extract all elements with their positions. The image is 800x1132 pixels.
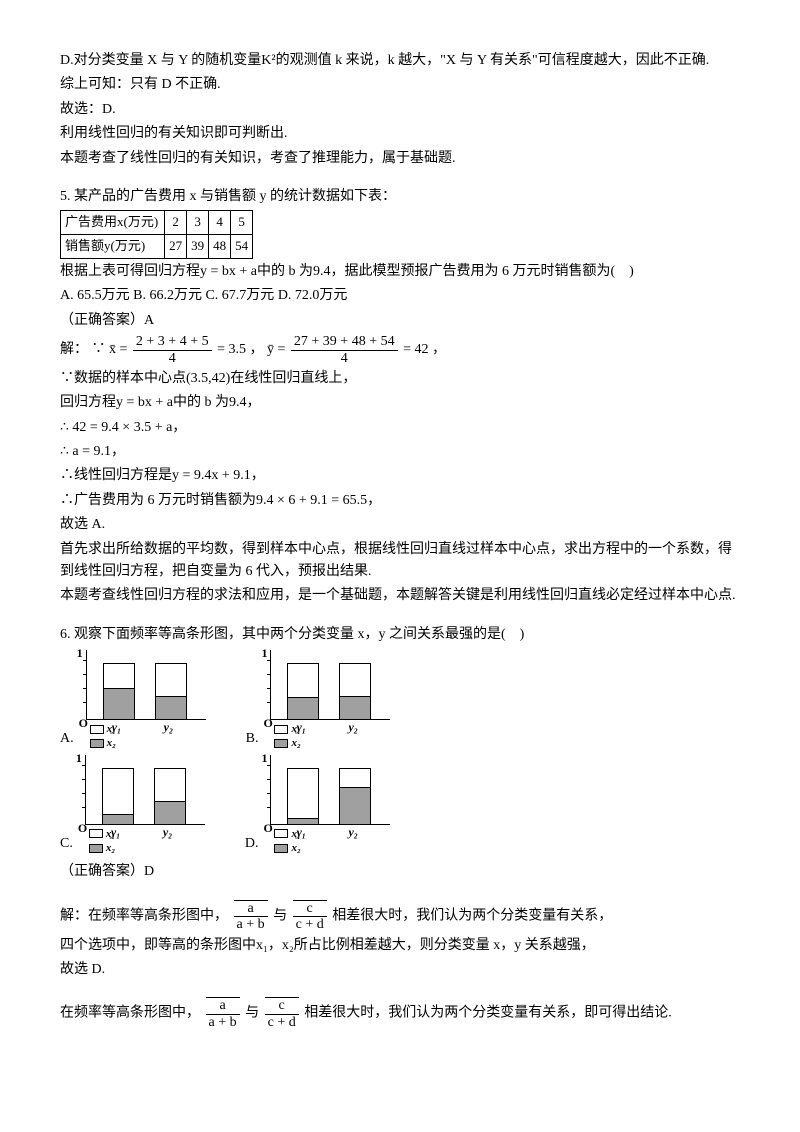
table-cell: 5 bbox=[231, 211, 253, 235]
and-text: 与 bbox=[245, 1006, 259, 1021]
frac-ab-2: a a + b bbox=[206, 997, 240, 1030]
q5-options: A. 65.5万元 B. 66.2万元 C. 67.7万元 D. 72.0万元 bbox=[60, 285, 740, 307]
and-text: 与 bbox=[273, 908, 287, 923]
q5-sol-4: ∴ 42 = 9.4 × 3.5 + a， bbox=[60, 417, 740, 439]
q6-charts-row1: A. 1Oy₁y₂x₁x₂ B. 1Oy₁y₂x₁x₂ bbox=[60, 650, 740, 751]
comma: ， bbox=[250, 342, 264, 357]
ybar-label: ȳ = bbox=[267, 342, 285, 357]
q5-sol-5: ∴ a = 9.1， bbox=[60, 441, 740, 463]
frac-num: c bbox=[293, 901, 327, 917]
q4-summary-1: 综上可知：只有 D 不正确. bbox=[60, 74, 740, 96]
q6-answer-label: （正确答案）D bbox=[60, 861, 740, 883]
table-cell: 2 bbox=[165, 211, 187, 235]
q4-answer: 故选：D. bbox=[60, 99, 740, 121]
frac-den: 4 bbox=[291, 351, 398, 366]
frac-den: c + d bbox=[293, 917, 327, 932]
because: ∵ bbox=[92, 342, 106, 357]
q5-opt-a: A. 65.5万元 bbox=[60, 288, 130, 303]
sol-prefix: 解： bbox=[60, 342, 88, 357]
frac-num: 2 + 3 + 4 + 5 bbox=[133, 334, 212, 350]
q6-charts-row2: C. 1Oy₁y₂x₁x₂ D. 1Oy₁y₂x₁x₂ bbox=[60, 755, 740, 856]
table-cell: 48 bbox=[209, 235, 231, 259]
sol4-suf: 相差很大时，我们认为两个分类变量有关系，即可得出结论. bbox=[304, 1006, 672, 1021]
comma: ， bbox=[432, 342, 446, 357]
table-cell: 3 bbox=[187, 211, 209, 235]
q4-option-d: D.对分类变量 X 与 Y 的随机变量K²的观测值 k 来说，k 越大，"X 与… bbox=[60, 50, 740, 72]
q4-explain-2: 本题考查了线性回归的有关知识，考查了推理能力，属于基础题. bbox=[60, 148, 740, 170]
xbar-result: = 3.5 bbox=[217, 342, 246, 357]
frac-num: a bbox=[234, 901, 268, 917]
frac-cd: c c + d bbox=[293, 900, 327, 933]
q6-opt-c: C. bbox=[60, 833, 73, 855]
q5-sol-3: 回归方程y = bx + a中的 b 为9.4， bbox=[60, 392, 740, 414]
q6-chart-d-group: D. 1Oy₁y₂x₁x₂ bbox=[245, 755, 391, 856]
table-cell: 4 bbox=[209, 211, 231, 235]
q6-sol-2: 四个选项中，即等高的条形图中x₁，x₂所占比例相差越大，则分类变量 x，y 关系… bbox=[60, 935, 740, 957]
chart-a: 1Oy₁y₂x₁x₂ bbox=[86, 650, 206, 751]
chart-d: 1Oy₁y₂x₁x₂ bbox=[270, 755, 390, 856]
q5-question-line: 根据上表可得回归方程y = bx + a中的 b 为9.4，据此模型预报广告费用… bbox=[60, 261, 740, 283]
frac-ab: a a + b bbox=[234, 900, 268, 933]
q5-table-row2-label: 销售额y(万元) bbox=[61, 235, 165, 259]
frac-den: c + d bbox=[265, 1015, 299, 1030]
q6-opt-a: A. bbox=[60, 728, 74, 750]
q5-sol-9: 首先求出所给数据的平均数，得到样本中心点，根据线性回归直线过样本中心点，求出方程… bbox=[60, 539, 740, 584]
chart-b: 1Oy₁y₂x₁x₂ bbox=[270, 650, 390, 751]
q5-sol-8: 故选 A. bbox=[60, 514, 740, 536]
q5-opt-c: C. 67.7万元 bbox=[205, 288, 274, 303]
q5-table-row1-label: 广告费用x(万元) bbox=[61, 211, 165, 235]
q5-opt-d: D. 72.0万元 bbox=[278, 288, 348, 303]
sol-prefix: 解：在频率等高条形图中， bbox=[60, 908, 228, 923]
frac-den: 4 bbox=[133, 351, 212, 366]
q6-chart-b-group: B. 1Oy₁y₂x₁x₂ bbox=[246, 650, 391, 751]
q5-solution-line1: 解： ∵ x̄ = 2 + 3 + 4 + 5 4 = 3.5 ， ȳ = 27… bbox=[60, 334, 740, 366]
frac-num: c bbox=[265, 998, 299, 1014]
q5-sol-7: ∴广告费用为 6 万元时销售额为9.4 × 6 + 9.1 = 65.5， bbox=[60, 490, 740, 512]
table-cell: 39 bbox=[187, 235, 209, 259]
frac-den: a + b bbox=[234, 917, 268, 932]
q6-chart-c-group: C. 1Oy₁y₂x₁x₂ bbox=[60, 755, 205, 856]
q6-opt-d: D. bbox=[245, 833, 259, 855]
sol4-pre: 在频率等高条形图中， bbox=[60, 1006, 200, 1021]
q5-opt-b: B. 66.2万元 bbox=[133, 288, 202, 303]
frac-cd-2: c c + d bbox=[265, 997, 299, 1030]
q6-chart-a-group: A. 1Oy₁y₂x₁x₂ bbox=[60, 650, 206, 751]
ybar-fraction: 27 + 39 + 48 + 54 4 bbox=[291, 334, 398, 366]
xbar-fraction: 2 + 3 + 4 + 5 4 bbox=[133, 334, 212, 366]
sol-suffix: 相差很大时，我们认为两个分类变量有关系， bbox=[332, 908, 612, 923]
q5-sol-6: ∴线性回归方程是y = 9.4x + 9.1， bbox=[60, 465, 740, 487]
q5-data-table: 广告费用x(万元) 2 3 4 5 销售额y(万元) 27 39 48 54 bbox=[60, 210, 253, 259]
frac-den: a + b bbox=[206, 1015, 240, 1030]
xbar-label: x̄ = bbox=[109, 342, 127, 357]
q5-sol-10: 本题考查线性回归方程的求法和应用，是一个基础题，本题解答关键是利用线性回归直线必… bbox=[60, 585, 740, 607]
frac-num: a bbox=[206, 998, 240, 1014]
chart-c: 1Oy₁y₂x₁x₂ bbox=[85, 755, 205, 856]
table-cell: 54 bbox=[231, 235, 253, 259]
q4-explain-1: 利用线性回归的有关知识即可判断出. bbox=[60, 123, 740, 145]
table-cell: 27 bbox=[165, 235, 187, 259]
frac-num: 27 + 39 + 48 + 54 bbox=[291, 334, 398, 350]
q5-sol-2: ∵数据的样本中心点(3.5,42)在线性回归直线上， bbox=[60, 368, 740, 390]
q6-sol-3: 故选 D. bbox=[60, 959, 740, 981]
ybar-result: = 42 bbox=[403, 342, 428, 357]
q6-title: 6. 观察下面频率等高条形图，其中两个分类变量 x，y 之间关系最强的是( ) bbox=[60, 624, 740, 646]
q6-sol-1: 解：在频率等高条形图中， a a + b 与 c c + d 相差很大时，我们认… bbox=[60, 900, 740, 933]
q6-opt-b: B. bbox=[246, 728, 259, 750]
q5-title: 5. 某产品的广告费用 x 与销售额 y 的统计数据如下表： bbox=[60, 186, 740, 208]
q6-sol-4: 在频率等高条形图中， a a + b 与 c c + d 相差很大时，我们认为两… bbox=[60, 997, 740, 1030]
q5-answer-label: （正确答案）A bbox=[60, 310, 740, 332]
